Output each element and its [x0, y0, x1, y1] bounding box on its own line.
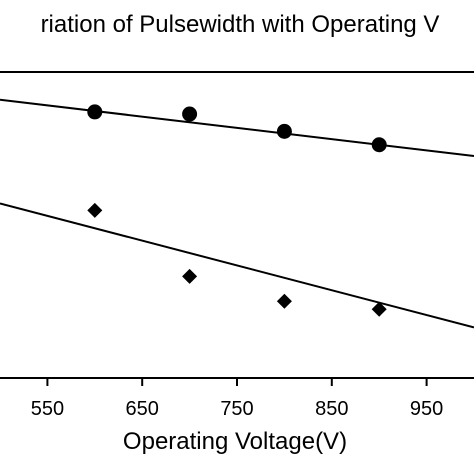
- x-tick-label-950: 950: [410, 398, 443, 420]
- series-1-point-4: [371, 137, 387, 153]
- x-tick-label-650: 650: [126, 398, 159, 420]
- data-markers: [87, 104, 387, 317]
- x-axis-label: Operating Voltage(V): [123, 428, 347, 455]
- series-1-point-2: [182, 106, 198, 122]
- fit-lines: [0, 98, 474, 329]
- x-tick-label-750: 750: [220, 398, 253, 420]
- fit-line-1: [0, 98, 474, 157]
- plot-frame: [0, 71, 474, 379]
- chart-title: riation of Pulsewidth with Operating V: [41, 11, 440, 38]
- series-2-point-2: [182, 268, 198, 284]
- series-1-point-3: [276, 123, 292, 139]
- x-axis-ticks: 550 650 750 850 950: [31, 377, 443, 420]
- x-tick-label-550: 550: [31, 398, 64, 420]
- x-tick-label-850: 850: [315, 398, 348, 420]
- series-2-point-3: [276, 293, 292, 309]
- series-2-point-1: [87, 202, 103, 218]
- series-1-point-1: [87, 104, 103, 120]
- series-2-point-4: [371, 301, 387, 317]
- fit-line-2: [0, 202, 474, 329]
